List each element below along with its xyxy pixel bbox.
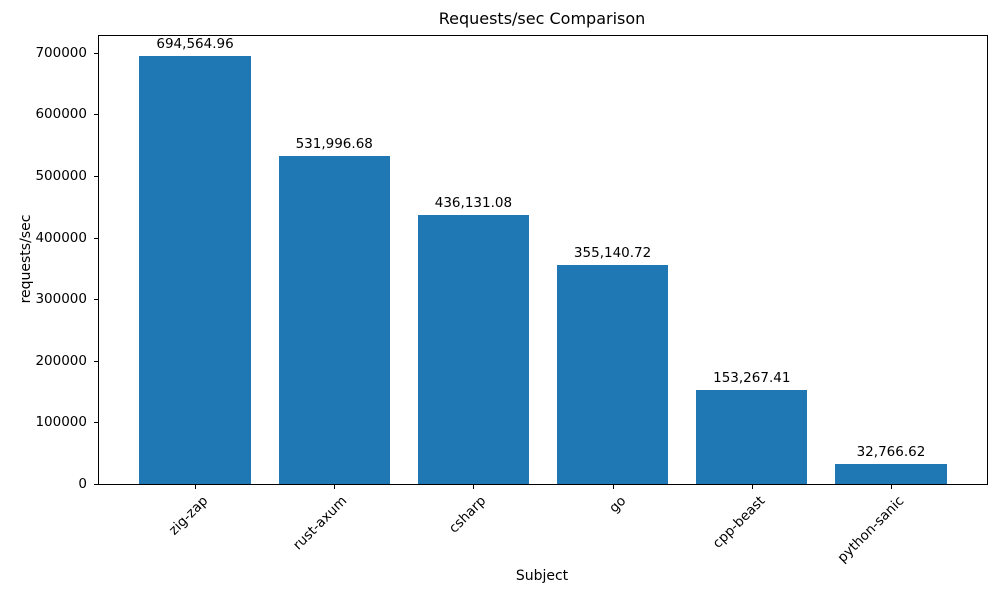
- bar-value-label: 436,131.08: [434, 195, 513, 212]
- bar-value-label: 531,996.68: [295, 136, 373, 153]
- x-tick-label: go: [605, 493, 629, 517]
- y-tick-label: 200000: [35, 352, 87, 369]
- bar-value-label: 355,140.72: [573, 245, 652, 262]
- y-tick-mark: [94, 114, 99, 116]
- y-tick-mark: [94, 422, 99, 424]
- y-axis-label: requests/sec: [18, 214, 34, 304]
- x-tick-mark: [612, 484, 614, 489]
- x-tick-mark: [334, 484, 336, 489]
- bar-value-label: 32,766.62: [856, 443, 926, 460]
- y-tick-label: 700000: [35, 44, 87, 61]
- x-tick-mark: [195, 484, 197, 489]
- x-tick-mark: [890, 484, 892, 489]
- y-tick-label: 400000: [35, 229, 87, 246]
- y-tick-label: 0: [78, 476, 87, 492]
- x-tick-label: rust-axum: [290, 493, 351, 554]
- y-tick-label: 100000: [35, 414, 87, 431]
- x-tick-mark: [751, 484, 753, 489]
- y-tick-label: 600000: [35, 106, 87, 123]
- x-tick-label: zig-zap: [165, 493, 212, 539]
- bar-cpp-beast: [696, 389, 808, 484]
- bar-zig-zap: [139, 56, 251, 484]
- y-tick-mark: [94, 175, 99, 177]
- x-tick-label: csharp: [446, 493, 490, 537]
- x-tick-label: python-sanic: [834, 493, 908, 566]
- y-tick-mark: [94, 484, 99, 485]
- x-tick-label: cpp-beast: [709, 493, 769, 552]
- x-tick-mark: [473, 484, 475, 489]
- x-axis-label: Subject: [515, 568, 569, 584]
- bar-go: [556, 265, 669, 484]
- bar-value-label: 694,564.96: [156, 36, 234, 52]
- y-tick-mark: [94, 52, 99, 54]
- bar-python-sanic: [835, 463, 947, 484]
- y-tick-mark: [94, 237, 99, 239]
- plot-area: 0 100000 200000 300000 400000 500000 600000 700…: [35, 35, 988, 566]
- y-tick-mark: [94, 360, 99, 362]
- bar-csharp: [417, 215, 530, 484]
- bar-rust-axum: [278, 156, 390, 484]
- y-tick-label: 500000: [35, 167, 87, 184]
- bar-value-label: 153,267.41: [713, 369, 791, 386]
- y-tick-mark: [94, 299, 99, 301]
- y-tick-label: 300000: [35, 291, 87, 308]
- chart-title: Requests/sec Comparison: [438, 9, 646, 28]
